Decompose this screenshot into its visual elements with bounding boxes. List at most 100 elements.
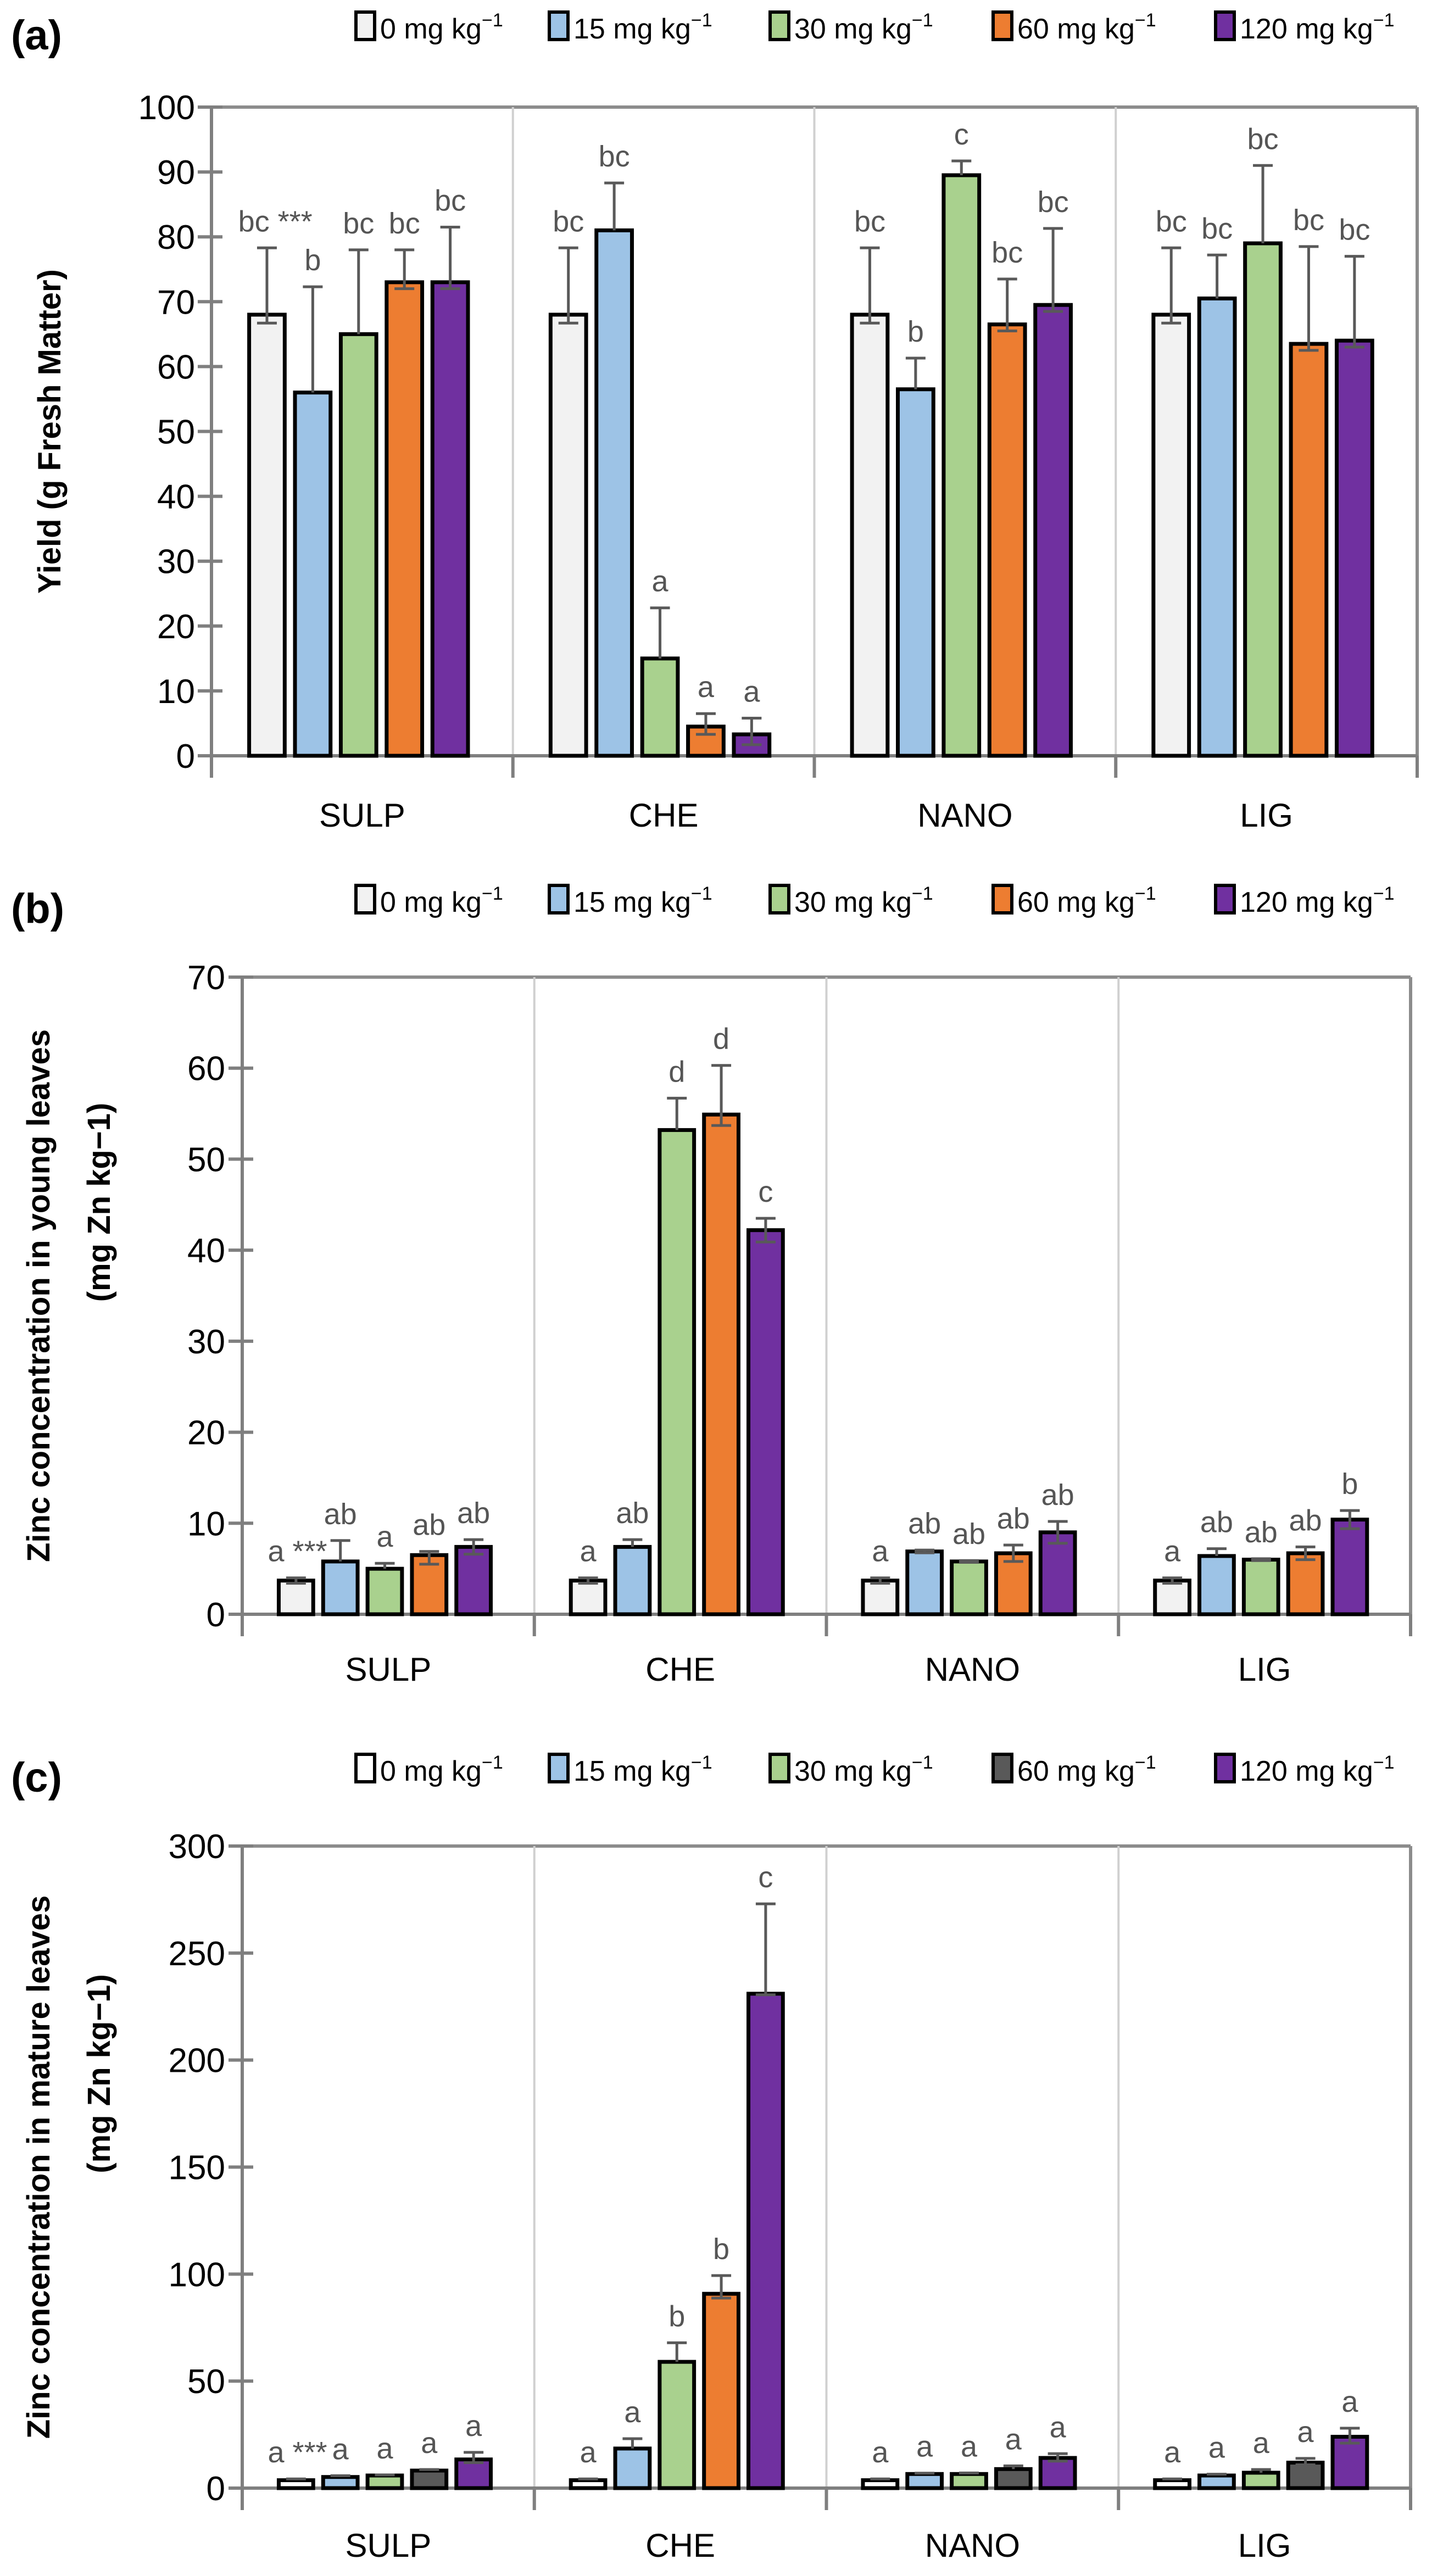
legend-label: 60 mg kg−1 [1017, 10, 1156, 45]
legend-label: 120 mg kg−1 [1240, 883, 1395, 918]
bar [276, 2478, 315, 2490]
bar [1334, 338, 1374, 758]
significance-letter: a [1050, 2411, 1067, 2444]
legend-swatch [1214, 1753, 1236, 1783]
bar [1241, 2471, 1280, 2490]
significance-letter: a [580, 2436, 597, 2469]
bar [987, 322, 1027, 758]
legend-item: 0 mg kg−1 [354, 1752, 503, 1787]
legend-swatch [991, 10, 1013, 41]
bar [1197, 2473, 1236, 2490]
legend-label: 15 mg kg−1 [573, 883, 712, 918]
y-tick-label: 100 [138, 89, 195, 127]
significance-letter: bc *** [238, 205, 313, 238]
significance-letter: b [1341, 1468, 1358, 1501]
y-tick-label: 60 [157, 348, 195, 386]
y-tick-label: 250 [169, 1935, 225, 1973]
bar [1286, 1551, 1325, 1616]
legend-label: 15 mg kg−1 [573, 10, 712, 45]
panel-a: (a) 0 mg kg−1 15 mg kg−1 30 mg kg−1 60 mg kg… [11, 10, 1419, 834]
y-tick-label: 0 [207, 1596, 225, 1634]
bar [569, 2478, 608, 2490]
bar [293, 391, 333, 758]
significance-letter: bc [1038, 186, 1069, 219]
y-tick-label: 10 [187, 1505, 225, 1543]
significance-letter: d [713, 1023, 729, 1056]
legend-item: 120 mg kg−1 [1214, 10, 1395, 45]
significance-letter: a [376, 2432, 393, 2465]
x-category-label: SULP [346, 2527, 432, 2564]
legend-swatch [768, 1753, 790, 1783]
significance-letter: a [872, 1535, 889, 1568]
bar [1197, 296, 1237, 758]
significance-letter: a [421, 2427, 438, 2460]
significance-letter: a [1341, 2385, 1358, 2418]
legend-item: 120 mg kg−1 [1214, 883, 1395, 918]
bar [950, 1559, 988, 1616]
legend-item: 30 mg kg−1 [768, 883, 933, 918]
panel-label: (c) [11, 1754, 62, 1801]
y-tick-label: 0 [176, 738, 195, 776]
x-category-label: CHE [629, 797, 699, 834]
significance-letter: b [713, 2233, 729, 2266]
significance-letter: bc [389, 207, 420, 240]
x-category-label: SULP [346, 1651, 432, 1688]
x-category-label: LIG [1238, 1651, 1291, 1688]
bar [613, 2446, 652, 2490]
bar [905, 2472, 944, 2490]
significance-letter: bc [1156, 205, 1187, 238]
x-category-label: LIG [1240, 797, 1293, 834]
bar [613, 1545, 652, 1616]
x-category-label: SULP [319, 797, 405, 834]
significance-letter: a [1005, 2423, 1022, 2456]
bar [1243, 241, 1283, 758]
significance-letter: a [465, 2410, 482, 2443]
legend-item: 60 mg kg−1 [991, 10, 1156, 45]
significance-letter: bc [434, 184, 466, 217]
bar [338, 332, 378, 758]
legend-label: 0 mg kg−1 [380, 10, 503, 45]
bar [1151, 313, 1191, 758]
bar [850, 313, 890, 758]
y-axis-title: Yield (g Fresh Matter) [32, 269, 68, 594]
significance-letter: a [1253, 2427, 1270, 2460]
bar [994, 2467, 1033, 2490]
y-tick-label: 100 [169, 2256, 225, 2294]
y-tick-label: 30 [187, 1323, 225, 1361]
bar [1197, 1554, 1236, 1616]
legend-label: 15 mg kg−1 [573, 1752, 712, 1787]
legend-label: 30 mg kg−1 [794, 10, 933, 45]
significance-letter: ab [324, 1498, 357, 1531]
legend-label: 120 mg kg−1 [1240, 1752, 1395, 1787]
y-tick-label: 70 [187, 959, 225, 997]
significance-letter: ab [908, 1507, 941, 1540]
significance-letter: bc [854, 205, 885, 238]
x-category-label: NANO [925, 2527, 1020, 2564]
bar [1286, 2461, 1325, 2490]
x-category-label: NANO [917, 797, 1012, 834]
significance-letter: b [304, 244, 321, 277]
y-tick-label: 30 [157, 543, 195, 581]
bar [569, 1579, 608, 1616]
legend-label: 0 mg kg−1 [380, 1752, 503, 1787]
significance-letter: a [872, 2436, 889, 2469]
legend-label: 60 mg kg−1 [1017, 1752, 1156, 1787]
significance-letter: ab [952, 1518, 985, 1551]
legend-item: 0 mg kg−1 [354, 883, 503, 918]
significance-letter: ab [1041, 1479, 1074, 1512]
legend-item: 30 mg kg−1 [768, 10, 933, 45]
significance-letter: a [580, 1535, 597, 1568]
significance-letter: bc [553, 205, 584, 238]
bar [247, 313, 287, 758]
y-tick-label: 50 [187, 2363, 225, 2401]
legend: 0 mg kg−1 15 mg kg−1 30 mg kg−1 60 mg kg−1 1… [354, 10, 1395, 45]
legend-item: 120 mg kg−1 [1214, 1752, 1395, 1787]
x-category-label: NANO [925, 1651, 1020, 1688]
bar [1038, 1530, 1077, 1616]
y-tick-label: 300 [169, 1828, 225, 1866]
bar [454, 1545, 493, 1616]
bar [896, 387, 935, 758]
significance-letter: ab [457, 1497, 490, 1530]
y-tick-label: 10 [157, 673, 195, 711]
bar [746, 1992, 785, 2490]
